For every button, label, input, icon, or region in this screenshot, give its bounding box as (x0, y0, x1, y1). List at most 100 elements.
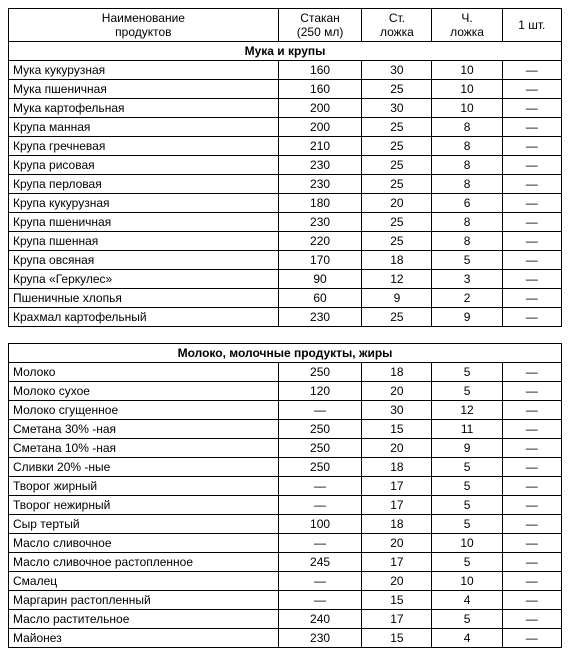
cell-piece: — (502, 572, 561, 591)
table-row: Крупа манная200258— (9, 118, 562, 137)
table-row: Крупа гречневая210258— (9, 137, 562, 156)
cell-name: Крупа «Геркулес» (9, 270, 279, 289)
cell-tsp: 5 (432, 251, 502, 270)
cell-cup: 100 (278, 515, 362, 534)
header-piece-line1: 1 шт. (518, 18, 545, 32)
header-tbsp-line1: Ст. (389, 11, 405, 25)
cell-piece: — (502, 496, 561, 515)
cell-piece: — (502, 232, 561, 251)
cell-name: Крупа рисовая (9, 156, 279, 175)
cell-tsp: 10 (432, 534, 502, 553)
cell-piece: — (502, 156, 561, 175)
cell-tsp: 9 (432, 439, 502, 458)
cell-piece: — (502, 251, 561, 270)
cell-piece: — (502, 420, 561, 439)
cell-piece: — (502, 591, 561, 610)
cell-tbsp: 18 (362, 251, 432, 270)
header-cup-line2: (250 мл) (297, 25, 344, 39)
cell-name: Крупа овсяная (9, 251, 279, 270)
cell-cup: — (278, 401, 362, 420)
table-row: Сметана 10% -ная250209— (9, 439, 562, 458)
cell-piece: — (502, 553, 561, 572)
section-title: Молоко, молочные продукты, жиры (9, 344, 562, 363)
table-row: Масло сливочное—2010— (9, 534, 562, 553)
cell-cup: 120 (278, 382, 362, 401)
table-row: Крупа пшеничная230258— (9, 213, 562, 232)
cell-cup: 200 (278, 99, 362, 118)
cell-piece: — (502, 61, 561, 80)
cell-tsp: 10 (432, 61, 502, 80)
table-row: Сыр тертый100185— (9, 515, 562, 534)
cell-cup: 230 (278, 308, 362, 327)
cell-tsp: 11 (432, 420, 502, 439)
cell-piece: — (502, 610, 561, 629)
cell-cup: 250 (278, 363, 362, 382)
table-row: Крупа кукурузная180206— (9, 194, 562, 213)
cell-tsp: 6 (432, 194, 502, 213)
cell-cup: 250 (278, 458, 362, 477)
header-name: Наименование продуктов (9, 9, 279, 42)
cell-tsp: 5 (432, 458, 502, 477)
cell-tsp: 10 (432, 80, 502, 99)
cell-tbsp: 25 (362, 80, 432, 99)
cell-piece: — (502, 175, 561, 194)
cell-tsp: 8 (432, 137, 502, 156)
cell-piece: — (502, 363, 561, 382)
cell-name: Мука кукурузная (9, 61, 279, 80)
header-name-line1: Наименование (102, 11, 185, 25)
cell-cup: 230 (278, 175, 362, 194)
cell-name: Масло растительное (9, 610, 279, 629)
cell-tsp: 8 (432, 175, 502, 194)
cell-tsp: 5 (432, 553, 502, 572)
cell-tbsp: 25 (362, 213, 432, 232)
table-row: Мука картофельная2003010— (9, 99, 562, 118)
cell-cup: 230 (278, 156, 362, 175)
cell-name: Творог нежирный (9, 496, 279, 515)
table-body: Мука и крупыМука кукурузная1603010—Мука … (9, 42, 562, 648)
cell-piece: — (502, 80, 561, 99)
cell-cup: 60 (278, 289, 362, 308)
table-row: Мука кукурузная1603010— (9, 61, 562, 80)
table-row: Крупа овсяная170185— (9, 251, 562, 270)
cell-cup: 170 (278, 251, 362, 270)
cell-piece: — (502, 534, 561, 553)
cell-tbsp: 15 (362, 420, 432, 439)
cell-cup: — (278, 477, 362, 496)
cell-tbsp: 20 (362, 534, 432, 553)
cell-name: Крахмал картофельный (9, 308, 279, 327)
cell-tsp: 8 (432, 118, 502, 137)
cell-piece: — (502, 270, 561, 289)
cell-piece: — (502, 477, 561, 496)
table-row: Крупа рисовая230258— (9, 156, 562, 175)
cell-name: Крупа кукурузная (9, 194, 279, 213)
table-row: Молоко сухое120205— (9, 382, 562, 401)
cell-tbsp: 17 (362, 477, 432, 496)
cell-name: Сметана 30% -ная (9, 420, 279, 439)
cell-name: Масло сливочное растопленное (9, 553, 279, 572)
cell-cup: 90 (278, 270, 362, 289)
cell-tbsp: 25 (362, 232, 432, 251)
cell-cup: 160 (278, 80, 362, 99)
table-row: Крупа пшенная220258— (9, 232, 562, 251)
cell-name: Сметана 10% -ная (9, 439, 279, 458)
section-gap (9, 327, 562, 344)
cell-cup: — (278, 572, 362, 591)
cell-cup: 160 (278, 61, 362, 80)
cell-cup: 200 (278, 118, 362, 137)
cell-cup: 180 (278, 194, 362, 213)
header-piece: 1 шт. (502, 9, 561, 42)
table-header: Наименование продуктов Стакан (250 мл) С… (9, 9, 562, 42)
cell-name: Масло сливочное (9, 534, 279, 553)
table-row: Крупа перловая230258— (9, 175, 562, 194)
header-tsp-line1: Ч. (461, 11, 472, 25)
cell-piece: — (502, 308, 561, 327)
header-name-line2: продуктов (115, 25, 171, 39)
header-cup: Стакан (250 мл) (278, 9, 362, 42)
cell-piece: — (502, 458, 561, 477)
cell-piece: — (502, 118, 561, 137)
cell-cup: 250 (278, 439, 362, 458)
cell-tsp: 3 (432, 270, 502, 289)
cell-tbsp: 25 (362, 308, 432, 327)
table-row: Молоко250185— (9, 363, 562, 382)
cell-cup: 250 (278, 420, 362, 439)
